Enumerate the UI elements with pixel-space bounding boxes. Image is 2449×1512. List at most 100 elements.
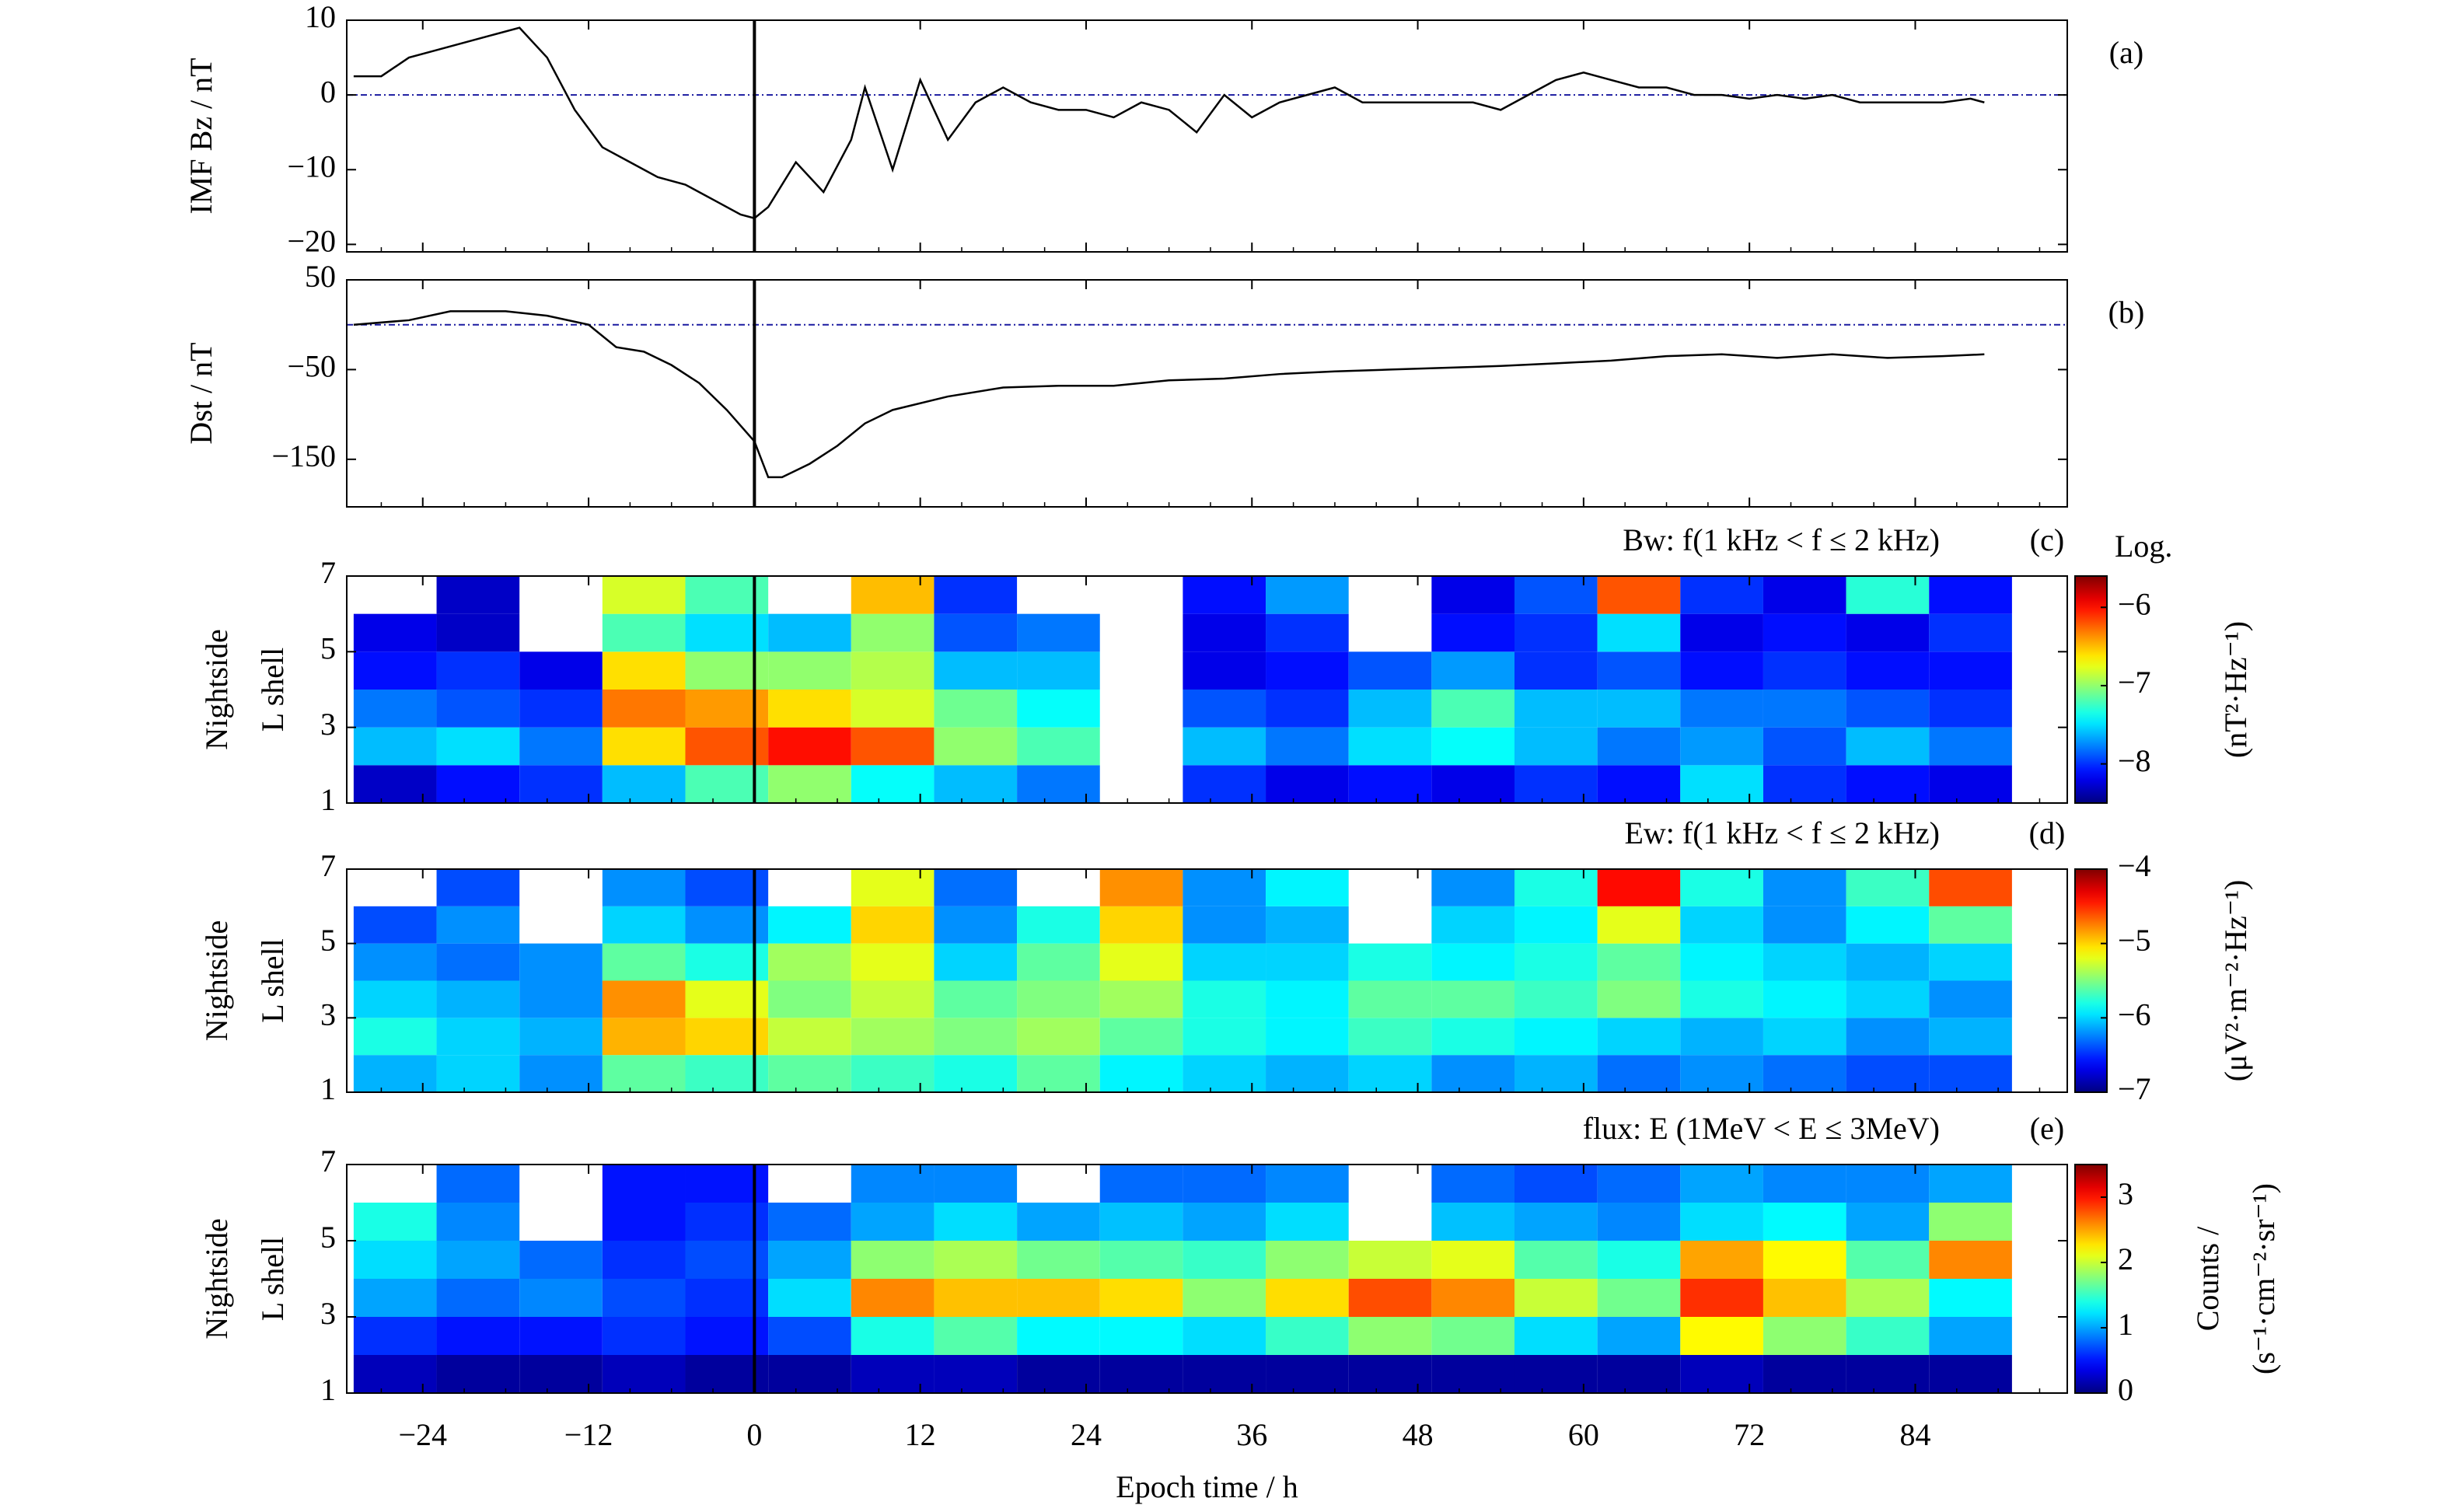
heatmap-cell — [768, 1203, 851, 1241]
heatmap-cell — [1763, 765, 1846, 803]
heatmap-cell — [602, 1241, 686, 1279]
heatmap-cell — [436, 1203, 520, 1241]
heatmap-cell — [1929, 906, 2012, 944]
heatmap-cell — [1099, 943, 1183, 981]
heatmap-cell — [1099, 1165, 1183, 1203]
heatmap-cell — [1431, 727, 1514, 766]
heatmap-cell — [768, 980, 851, 1018]
heatmap-cell — [1597, 727, 1681, 766]
heatmap-cell — [851, 869, 935, 906]
heatmap-cell — [1929, 613, 2012, 652]
heatmap-cell — [1348, 1241, 1432, 1279]
heatmap-cell — [436, 943, 520, 981]
panel-label: (c) — [2030, 522, 2064, 557]
heatmap-cell — [1929, 690, 2012, 728]
heatmap-cell — [1183, 1279, 1266, 1317]
heatmap-cell — [1017, 727, 1100, 766]
heatmap-cell — [1763, 727, 1846, 766]
plot-frame — [346, 868, 2068, 1093]
heatmap-cell — [1266, 1241, 1349, 1279]
heatmap-cell — [1514, 1203, 1598, 1241]
colorbar-tick-label: 3 — [2118, 1176, 2133, 1211]
y-tick-label: 7 — [320, 848, 336, 883]
heatmap-cell — [768, 943, 851, 981]
y-tick-label: 0 — [320, 74, 336, 109]
heatmap-cell — [436, 869, 520, 906]
heatmap-cell — [1431, 651, 1514, 690]
heatmap-cell — [602, 690, 686, 728]
colorbar-tick-label: −6 — [2118, 586, 2151, 621]
heatmap-cell — [851, 1279, 935, 1317]
heatmap-cell — [1846, 1355, 1930, 1393]
heatmap-cell — [1017, 906, 1100, 944]
heatmap-cell — [1846, 651, 1930, 690]
x-tick-label: 12 — [905, 1417, 936, 1452]
heatmap-cell — [1099, 1055, 1183, 1092]
heatmap-cell — [1431, 1055, 1514, 1092]
heatmap-cell — [1017, 1355, 1100, 1393]
heatmap-cell — [436, 727, 520, 766]
heatmap-cell — [519, 1241, 603, 1279]
heatmap-cell — [1680, 1279, 1763, 1317]
heatmap-cell — [1597, 943, 1681, 981]
heatmap-cell — [1266, 727, 1349, 766]
heatmap-cell — [1266, 651, 1349, 690]
plot-area — [353, 869, 2012, 1092]
heatmap-cell — [436, 906, 520, 944]
x-tick-label: −12 — [564, 1417, 613, 1452]
heatmap-cell — [1431, 690, 1514, 728]
heatmap-cell — [1017, 1279, 1100, 1317]
heatmap-cell — [1348, 727, 1432, 766]
plot-frame — [346, 575, 2068, 804]
x-tick-label: 84 — [1899, 1417, 1930, 1452]
heatmap-cell — [768, 1355, 851, 1393]
heatmap-cell — [1348, 1355, 1432, 1393]
y-tick-label: 50 — [305, 259, 336, 294]
heatmap-cell — [1348, 1018, 1432, 1056]
heatmap-cell — [353, 613, 437, 652]
heatmap-cell — [768, 1317, 851, 1355]
heatmap-cell — [1017, 613, 1100, 652]
heatmap-cell — [1929, 1165, 2012, 1203]
heatmap-cell — [602, 765, 686, 803]
heatmap-cell — [436, 576, 520, 614]
heatmap-cell — [851, 651, 935, 690]
heatmap-cell — [934, 613, 1018, 652]
x-tick-label: 24 — [1071, 1417, 1102, 1452]
heatmap-cell — [353, 1355, 437, 1393]
heatmap-cell — [1266, 980, 1349, 1018]
heatmap-cell — [1763, 1203, 1846, 1241]
heatmap-cell — [1763, 651, 1846, 690]
heatmap-cell — [934, 690, 1018, 728]
heatmap-cell — [1846, 576, 1930, 614]
heatmap-cell — [1680, 576, 1763, 614]
heatmap-cell — [1763, 869, 1846, 906]
heatmap-cell — [353, 651, 437, 690]
heatmap-cell — [1099, 869, 1183, 906]
heatmap-cell — [353, 727, 437, 766]
heatmap-cell — [1597, 869, 1681, 906]
heatmap-cell — [934, 1279, 1018, 1317]
heatmap-cell — [1680, 765, 1763, 803]
heatmap-cell — [1017, 1018, 1100, 1056]
heatmap-cell — [519, 690, 603, 728]
heatmap-cell — [851, 690, 935, 728]
heatmap-cell — [353, 1241, 437, 1279]
colorbar-tick-label: 0 — [2118, 1372, 2133, 1407]
heatmap-cell — [1348, 1055, 1432, 1092]
x-tick-label: 48 — [1403, 1417, 1434, 1452]
heatmap-cell — [1183, 690, 1266, 728]
heatmap-cell — [1763, 576, 1846, 614]
heatmap-cell — [1846, 690, 1930, 728]
heatmap-cell — [1514, 651, 1598, 690]
x-tick-label: 36 — [1236, 1417, 1267, 1452]
colorbar-label: (s⁻¹·cm⁻²·sr⁻¹) — [2246, 1183, 2281, 1374]
heatmap-cell — [1680, 690, 1763, 728]
heatmap-cell — [1431, 1165, 1514, 1203]
heatmap-cell — [1680, 1203, 1763, 1241]
heatmap-cell — [436, 1317, 520, 1355]
colorbar — [2074, 1164, 2108, 1394]
heatmap-cell — [1017, 943, 1100, 981]
colorbar-tick-label: −4 — [2118, 848, 2151, 883]
heatmap-cell — [851, 576, 935, 614]
